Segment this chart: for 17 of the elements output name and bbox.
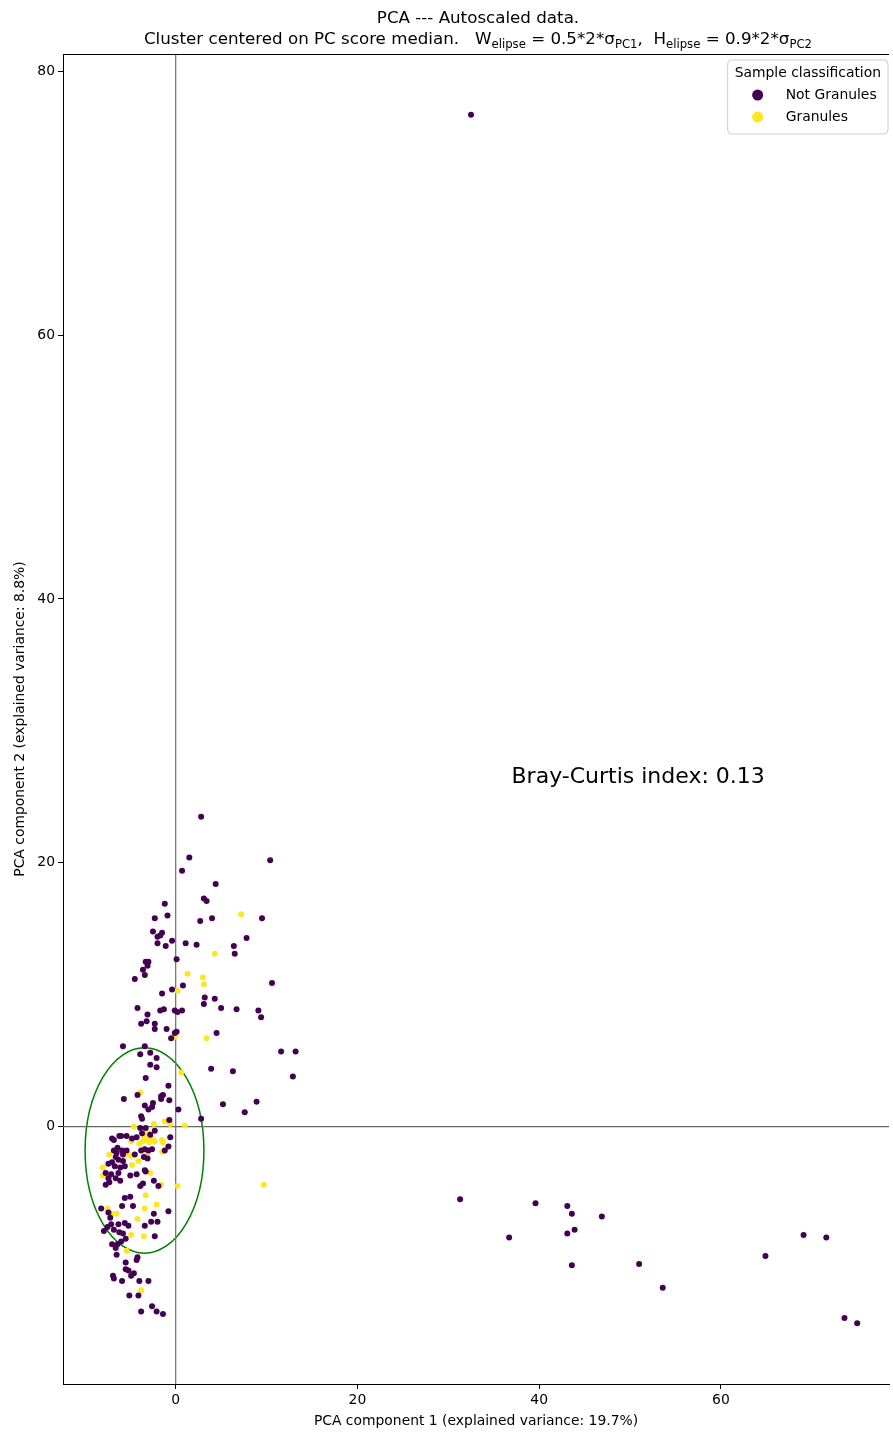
x-axis-title: PCA component 1 (explained variance: 19.7%) (313, 1412, 639, 1429)
y-tick-label: 80 (37, 61, 55, 78)
legend-title: Sample classification (734, 63, 882, 80)
y-tick-label: 40 (37, 589, 55, 606)
x-tick-label: 20 (348, 1390, 367, 1407)
x-tick-label: 40 (530, 1390, 548, 1407)
legend-label: Not Granules (785, 85, 877, 102)
x-tick-label: 0 (171, 1390, 181, 1407)
x-tick-label: 60 (712, 1390, 730, 1407)
annotation: Bray-Curtis index: 0.13 (511, 763, 765, 789)
legend-label: Granules (785, 107, 848, 124)
y-axis-title: PCA component 2 (explained variance: 8.8%) (10, 561, 27, 877)
chart-subtitle: Cluster centered on PC score median. W$_{elipse}$ = 0.5*2*σ$_{PC1}$, H$_{elipse}$ = 0.9*2*σ$_{PC2}$ (142, 28, 814, 51)
y-tick-label: 60 (37, 325, 55, 342)
y-tick-label: 0 (46, 1117, 55, 1134)
y-tick-label: 20 (37, 853, 55, 870)
chart-title: PCA --- Autoscaled data. (375, 7, 581, 27)
